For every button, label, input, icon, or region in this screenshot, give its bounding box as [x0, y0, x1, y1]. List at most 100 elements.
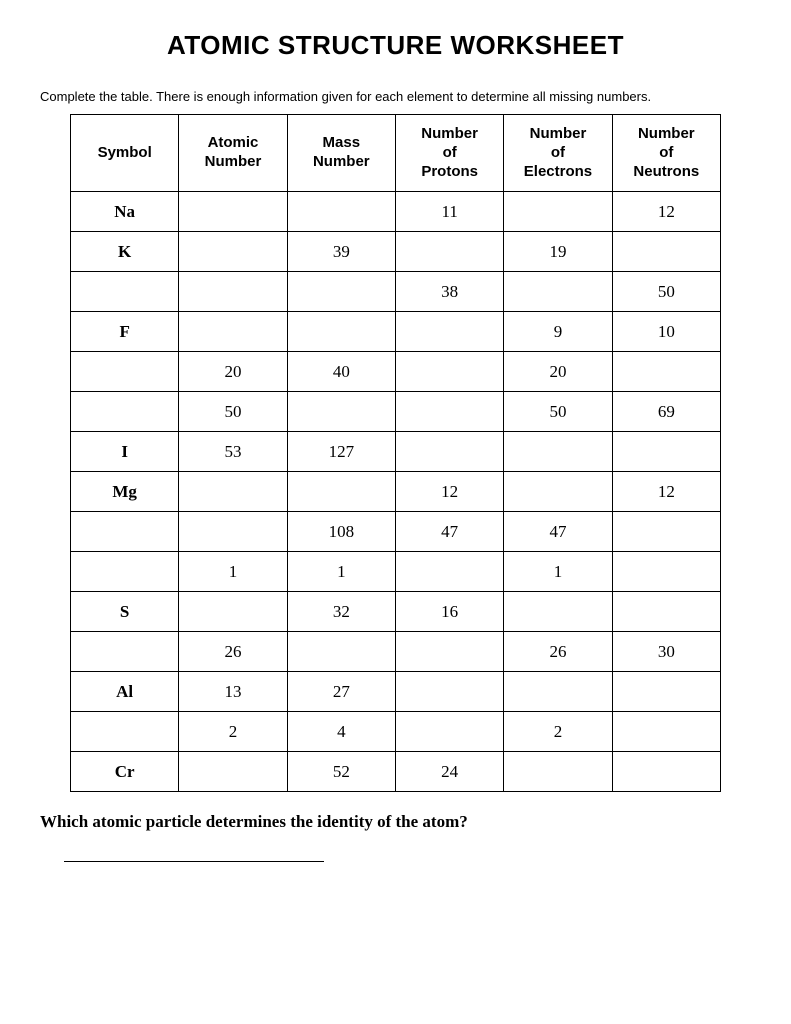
cell-atomic	[179, 272, 287, 312]
cell-electrons: 50	[504, 392, 612, 432]
cell-electrons: 26	[504, 632, 612, 672]
cell-electrons	[504, 672, 612, 712]
cell-protons	[395, 312, 503, 352]
cell-mass: 108	[287, 512, 395, 552]
cell-neutrons	[612, 592, 720, 632]
cell-neutrons	[612, 352, 720, 392]
cell-neutrons	[612, 712, 720, 752]
cell-symbol: F	[71, 312, 179, 352]
cell-symbol: Na	[71, 192, 179, 232]
cell-electrons: 1	[504, 552, 612, 592]
cell-symbol	[71, 392, 179, 432]
cell-atomic	[179, 592, 287, 632]
cell-symbol	[71, 512, 179, 552]
cell-symbol: K	[71, 232, 179, 272]
cell-mass: 40	[287, 352, 395, 392]
cell-symbol	[71, 352, 179, 392]
table-row: S 3216	[71, 592, 721, 632]
cell-neutrons	[612, 672, 720, 712]
cell-symbol	[71, 272, 179, 312]
instructions-text: Complete the table. There is enough info…	[40, 89, 751, 104]
cell-electrons	[504, 432, 612, 472]
cell-neutrons	[612, 512, 720, 552]
cell-neutrons	[612, 232, 720, 272]
cell-mass	[287, 272, 395, 312]
question-text: Which atomic particle determines the ide…	[40, 812, 751, 832]
table-row: F910	[71, 312, 721, 352]
cell-mass: 39	[287, 232, 395, 272]
cell-neutrons: 12	[612, 472, 720, 512]
cell-symbol: Cr	[71, 752, 179, 792]
cell-neutrons: 69	[612, 392, 720, 432]
answer-blank-line	[64, 838, 324, 862]
cell-symbol: S	[71, 592, 179, 632]
cell-atomic: 1	[179, 552, 287, 592]
cell-neutrons	[612, 552, 720, 592]
table-row: Mg 12 12	[71, 472, 721, 512]
worksheet-table: SymbolAtomicNumberMassNumberNumberofProt…	[70, 114, 721, 792]
cell-electrons: 2	[504, 712, 612, 752]
cell-electrons: 19	[504, 232, 612, 272]
cell-protons: 16	[395, 592, 503, 632]
cell-mass	[287, 632, 395, 672]
table-head: SymbolAtomicNumberMassNumberNumberofProt…	[71, 115, 721, 192]
cell-neutrons: 30	[612, 632, 720, 672]
cell-symbol: Mg	[71, 472, 179, 512]
table-container: SymbolAtomicNumberMassNumberNumberofProt…	[40, 114, 751, 792]
col-header-0: Symbol	[71, 115, 179, 192]
cell-protons: 47	[395, 512, 503, 552]
table-row: 242	[71, 712, 721, 752]
cell-neutrons	[612, 432, 720, 472]
table-row: 1084747	[71, 512, 721, 552]
cell-mass: 27	[287, 672, 395, 712]
cell-mass: 127	[287, 432, 395, 472]
cell-protons	[395, 432, 503, 472]
col-header-1: AtomicNumber	[179, 115, 287, 192]
table-row: 204020	[71, 352, 721, 392]
cell-mass	[287, 472, 395, 512]
cell-atomic	[179, 512, 287, 552]
cell-atomic: 2	[179, 712, 287, 752]
cell-symbol: Al	[71, 672, 179, 712]
cell-mass: 32	[287, 592, 395, 632]
col-header-4: NumberofElectrons	[504, 115, 612, 192]
table-row: K 39 19	[71, 232, 721, 272]
cell-protons: 38	[395, 272, 503, 312]
cell-electrons	[504, 192, 612, 232]
cell-electrons: 47	[504, 512, 612, 552]
cell-protons	[395, 712, 503, 752]
cell-atomic: 20	[179, 352, 287, 392]
cell-mass	[287, 192, 395, 232]
table-row: Cr5224	[71, 752, 721, 792]
cell-symbol	[71, 632, 179, 672]
cell-neutrons: 10	[612, 312, 720, 352]
table-row: Na1112	[71, 192, 721, 232]
cell-atomic	[179, 472, 287, 512]
cell-atomic	[179, 752, 287, 792]
page-title: ATOMIC STRUCTURE WORKSHEET	[40, 30, 751, 61]
cell-protons	[395, 352, 503, 392]
cell-protons	[395, 552, 503, 592]
cell-neutrons: 50	[612, 272, 720, 312]
table-header-row: SymbolAtomicNumberMassNumberNumberofProt…	[71, 115, 721, 192]
cell-mass	[287, 312, 395, 352]
cell-protons	[395, 632, 503, 672]
table-row: 38 50	[71, 272, 721, 312]
col-header-3: NumberofProtons	[395, 115, 503, 192]
cell-electrons	[504, 272, 612, 312]
table-body: Na1112K39193850F910204020505069I53127Mg1…	[71, 192, 721, 792]
cell-protons	[395, 232, 503, 272]
col-header-5: NumberofNeutrons	[612, 115, 720, 192]
table-row: 262630	[71, 632, 721, 672]
cell-atomic	[179, 312, 287, 352]
cell-protons	[395, 392, 503, 432]
cell-electrons: 20	[504, 352, 612, 392]
cell-mass: 52	[287, 752, 395, 792]
cell-mass: 1	[287, 552, 395, 592]
cell-electrons	[504, 592, 612, 632]
cell-electrons	[504, 752, 612, 792]
cell-protons: 12	[395, 472, 503, 512]
question-section: Which atomic particle determines the ide…	[40, 812, 751, 867]
cell-protons	[395, 672, 503, 712]
cell-symbol: I	[71, 432, 179, 472]
